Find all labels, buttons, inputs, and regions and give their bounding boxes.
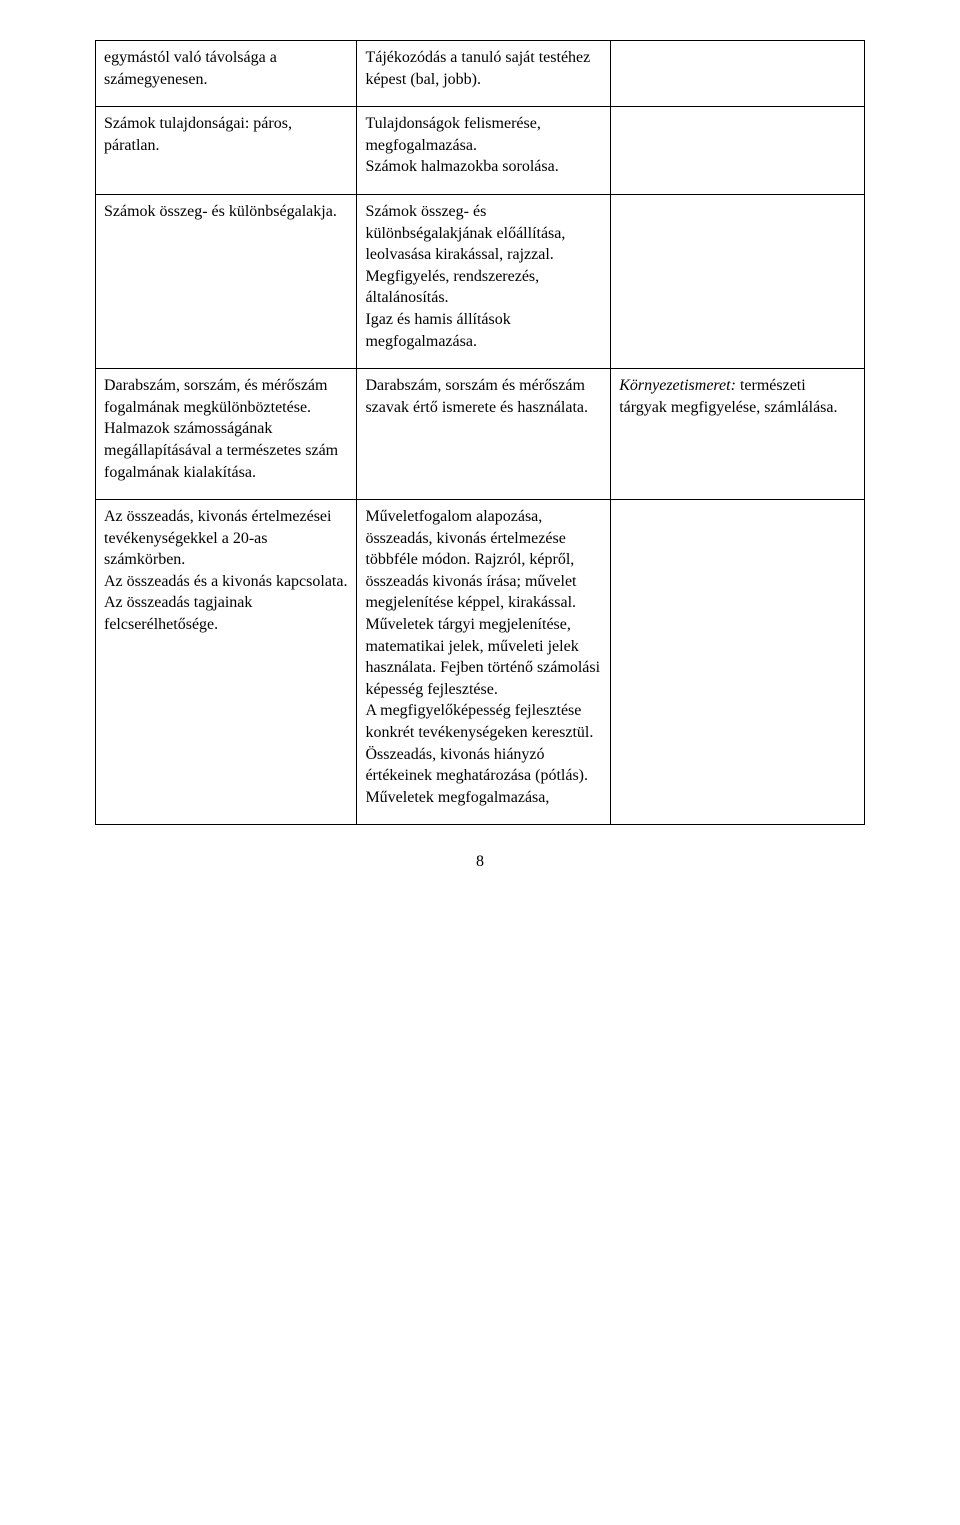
cell-col1: Darabszám, sorszám, és mérőszám fogalmán… <box>96 369 357 500</box>
cell-col2: Tájékozódás a tanuló saját testéhez képe… <box>357 41 611 107</box>
table-row: Az összeadás, kivonás értelmezései tevék… <box>96 500 865 825</box>
cell-col2: Műveletfogalom alapozása, összeadás, kiv… <box>357 500 611 825</box>
table-row: egymástól való távolsága a számegyenesen… <box>96 41 865 107</box>
cell-col1: Számok tulajdonságai: páros, páratlan. <box>96 107 357 195</box>
cell-col3 <box>611 41 865 107</box>
page-number: 8 <box>95 825 865 871</box>
cell-col2: Darabszám, sorszám és mérőszám szavak ér… <box>357 369 611 500</box>
cell-col1: Számok összeg- és különbségalakja. <box>96 194 357 368</box>
table-row: Darabszám, sorszám, és mérőszám fogalmán… <box>96 369 865 500</box>
cell-col3 <box>611 107 865 195</box>
subject-label: Környezetismeret: <box>619 377 736 394</box>
cell-col2: Számok összeg- és különbségalakjának elő… <box>357 194 611 368</box>
cell-col1: Az összeadás, kivonás értelmezései tevék… <box>96 500 357 825</box>
cell-col3 <box>611 500 865 825</box>
table-row: Számok összeg- és különbségalakja.Számok… <box>96 194 865 368</box>
cell-col3 <box>611 194 865 368</box>
cell-col2: Tulajdonságok felismerése, megfogalmazás… <box>357 107 611 195</box>
cell-col3: Környezetismeret: természeti tárgyak meg… <box>611 369 865 500</box>
cell-col1: egymástól való távolsága a számegyenesen… <box>96 41 357 107</box>
curriculum-table: egymástól való távolsága a számegyenesen… <box>95 40 865 825</box>
table-row: Számok tulajdonságai: páros, páratlan.Tu… <box>96 107 865 195</box>
page: egymástól való távolsága a számegyenesen… <box>0 0 960 911</box>
